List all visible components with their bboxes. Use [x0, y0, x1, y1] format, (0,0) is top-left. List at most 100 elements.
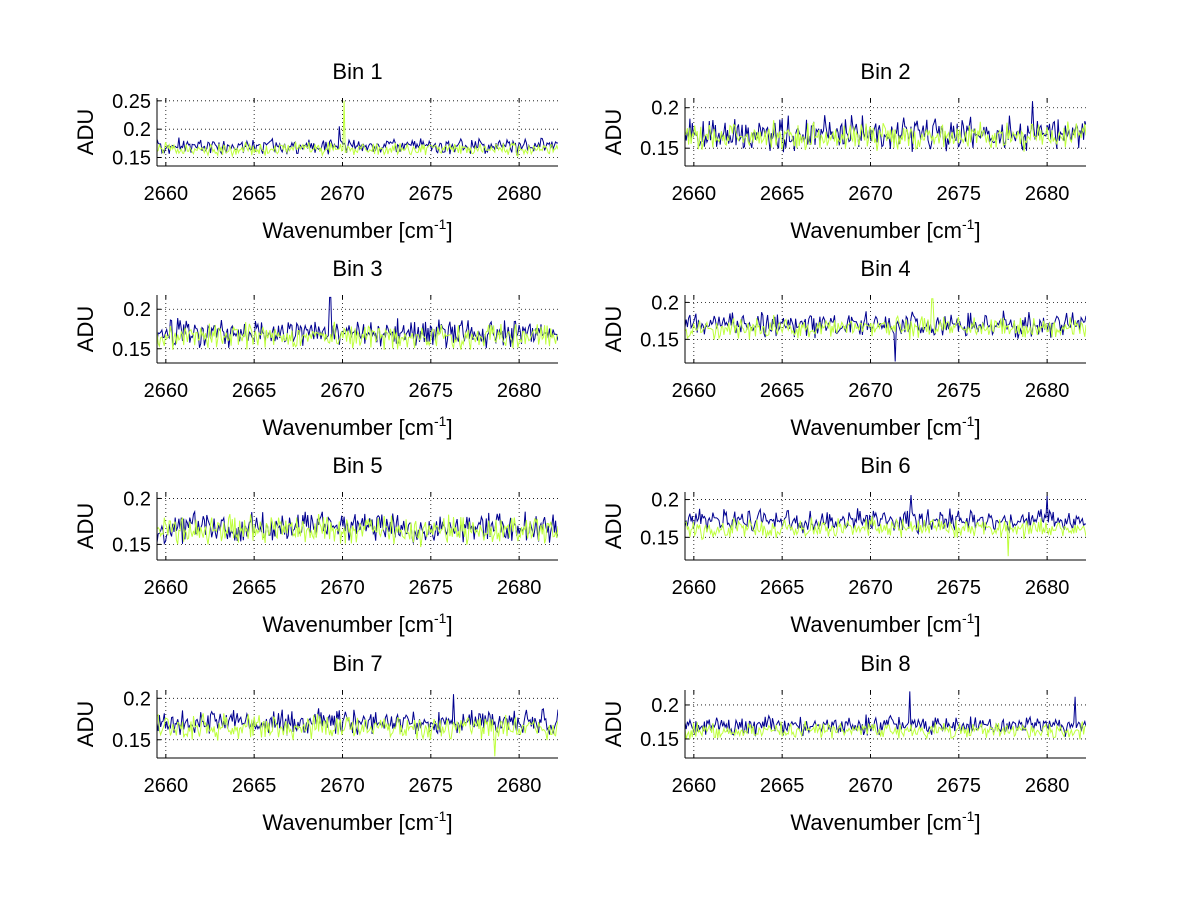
bin2-ytick-label-0: 0.15 [640, 138, 679, 160]
bin1-xtick-label-3: 2675 [409, 183, 454, 205]
bin2-xlabel: Wavenumber [cm-1] [790, 216, 980, 243]
bin4-ytick-label-0: 0.15 [640, 329, 679, 351]
bin2-xtick-label-1: 2665 [760, 183, 805, 205]
bin1-xlabel: Wavenumber [cm-1] [262, 216, 452, 243]
bin2-xlabel-main: Wavenumber [cm [790, 218, 962, 243]
bin5-xtick-label-0: 2660 [144, 577, 189, 599]
bin2-series-blue [685, 101, 1086, 153]
bin5-xtick-label-2: 2670 [320, 577, 365, 599]
bin2-xtick-label-0: 2660 [672, 183, 717, 205]
bin7-ytick-label-0: 0.15 [112, 730, 151, 752]
bin4-panel: Bin 4 2660 2665 2670 2675 2680 0.15 0.2 ADU Waven… [601, 256, 1086, 440]
bin4-title: Bin 4 [860, 256, 910, 281]
bin7-xtick-label-3: 2675 [409, 775, 454, 797]
bin4-series-green [685, 298, 1086, 341]
bin5-xtick-label-3: 2675 [409, 577, 454, 599]
bin5-xtick-label-1: 2665 [232, 577, 277, 599]
bin3-xlabel-main: Wavenumber [cm [262, 415, 434, 440]
bin3-xlabel-end: ] [446, 415, 452, 440]
bin1-ytick-label-2: 0.25 [112, 91, 151, 113]
bin2-xtick-label-3: 2675 [937, 183, 982, 205]
bin5-series-green [157, 514, 558, 548]
bin3-xtick-label-1: 2665 [232, 380, 277, 402]
bin2-panel: Bin 2 2660 2665 2670 2675 2680 0.15 0.2 ADU Waven… [601, 59, 1086, 243]
bin6-panel: Bin 6 2660 2665 2670 2675 2680 0.15 0.2 ADU Waven… [601, 453, 1086, 637]
bin6-xtick-label-4: 2680 [1025, 577, 1070, 599]
bin5-ytick-label-1: 0.2 [123, 488, 151, 510]
bin3-xtick-label-0: 2660 [144, 380, 189, 402]
bin7-ytick-label-1: 0.2 [123, 688, 151, 710]
bin3-series-green [157, 321, 558, 350]
bin8-series-green [685, 720, 1086, 741]
bin8-title: Bin 8 [860, 651, 910, 676]
bin6-ytick-label-0: 0.15 [640, 527, 679, 549]
bin6-xlabel-main: Wavenumber [cm [790, 612, 962, 637]
bin3-xlabel-sup: -1 [434, 413, 447, 429]
bin7-xtick-label-0: 2660 [144, 775, 189, 797]
bin1-xlabel-end: ] [446, 218, 452, 243]
bin8-xlabel-main: Wavenumber [cm [790, 810, 962, 835]
bin3-ytick-label-1: 0.2 [123, 299, 151, 321]
bin1-title: Bin 1 [332, 59, 382, 84]
bin7-xlabel-end: ] [446, 810, 452, 835]
bin4-ytick-label-1: 0.2 [651, 292, 679, 314]
bin3-ytick-label-0: 0.15 [112, 339, 151, 361]
bin6-xtick-label-3: 2675 [937, 577, 982, 599]
bin3-xlabel: Wavenumber [cm-1] [262, 413, 452, 440]
bin1-xtick-label-2: 2670 [320, 183, 365, 205]
bin3-plot-area [157, 295, 558, 363]
bin2-xtick-label-4: 2680 [1025, 183, 1070, 205]
bin4-xlabel-main: Wavenumber [cm [790, 415, 962, 440]
bin2-xtick-label-2: 2670 [848, 183, 893, 205]
bin1-panel: Bin 1 2660 2665 2670 2675 2680 0.15 0.2 0.25 ADU W… [73, 59, 558, 243]
bin2-xlabel-sup: -1 [962, 216, 975, 232]
bin2-series-green [685, 120, 1086, 152]
bin6-xlabel-sup: -1 [962, 610, 975, 626]
bin2-ytick-label-1: 0.2 [651, 98, 679, 120]
bin4-xtick-label-1: 2665 [760, 380, 805, 402]
bin5-ylabel: ADU [73, 503, 98, 549]
bin5-ytick-label-0: 0.15 [112, 534, 151, 556]
bin1-xtick-label-1: 2665 [232, 183, 277, 205]
bin7-series-green [157, 713, 558, 757]
bin6-xtick-label-0: 2660 [672, 577, 717, 599]
bin6-xlabel: Wavenumber [cm-1] [790, 610, 980, 637]
bin1-series-green [157, 100, 558, 158]
bin4-xtick-label-3: 2675 [937, 380, 982, 402]
bin7-xlabel-main: Wavenumber [cm [262, 810, 434, 835]
bin1-xlabel-sup: -1 [434, 216, 447, 232]
bin6-ytick-label-1: 0.2 [651, 490, 679, 512]
bin6-ylabel: ADU [601, 503, 626, 549]
bin7-title: Bin 7 [332, 651, 382, 676]
bin8-xlabel-end: ] [974, 810, 980, 835]
bin3-xtick-label-4: 2680 [497, 380, 542, 402]
bin1-xlabel-main: Wavenumber [cm [262, 218, 434, 243]
bin1-series-blue [157, 126, 558, 156]
bin3-xtick-label-3: 2675 [409, 380, 454, 402]
bin4-xtick-label-4: 2680 [1025, 380, 1070, 402]
bin8-ylabel: ADU [601, 701, 626, 747]
bin4-ylabel: ADU [601, 306, 626, 352]
bin6-xtick-label-1: 2665 [760, 577, 805, 599]
bin2-title: Bin 2 [860, 59, 910, 84]
bin4-xlabel-sup: -1 [962, 413, 975, 429]
bin8-xtick-label-4: 2680 [1025, 775, 1070, 797]
bin6-title: Bin 6 [860, 453, 910, 478]
bin5-series-blue [157, 509, 558, 546]
bin3-panel: Bin 3 2660 2665 2670 2675 2680 0.15 0.2 ADU Waven… [73, 256, 558, 440]
bin8-ytick-label-0: 0.15 [640, 729, 679, 751]
bin8-xtick-label-1: 2665 [760, 775, 805, 797]
bin1-ylabel: ADU [73, 109, 98, 155]
bin3-ylabel: ADU [73, 306, 98, 352]
bin4-xtick-label-2: 2670 [848, 380, 893, 402]
bin8-xtick-label-2: 2670 [848, 775, 893, 797]
bin7-xtick-label-4: 2680 [497, 775, 542, 797]
bin5-xlabel-end: ] [446, 612, 452, 637]
bin3-title: Bin 3 [332, 256, 382, 281]
bin7-panel: Bin 7 2660 2665 2670 2675 2680 0.15 0.2 ADU Waven… [73, 651, 558, 835]
bin1-ytick-label-0: 0.15 [112, 148, 151, 170]
bin8-xlabel-sup: -1 [962, 808, 975, 824]
bin5-xlabel-sup: -1 [434, 610, 447, 626]
bin6-xlabel-end: ] [974, 612, 980, 637]
